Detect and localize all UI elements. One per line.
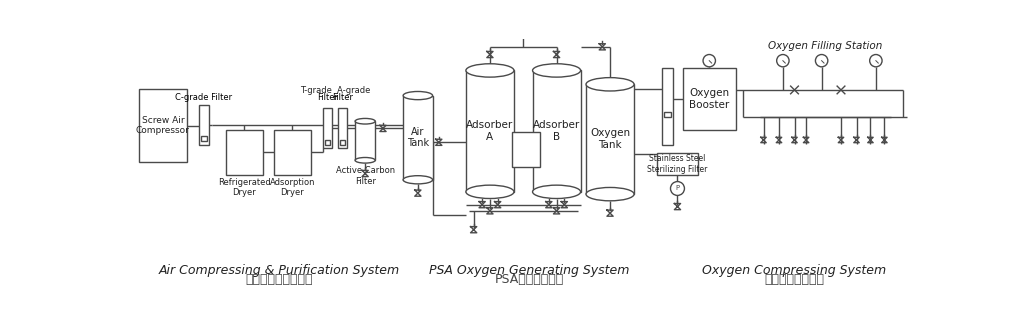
Text: Filter: Filter [332, 93, 353, 102]
Text: C-grade Filter: C-grade Filter [175, 93, 232, 102]
Ellipse shape [586, 187, 634, 201]
Bar [355, 121, 375, 160]
Text: Oxygen Compressing System: Oxygen Compressing System [702, 264, 887, 277]
Bar [225, 130, 263, 175]
Text: Oxygen Filling Station: Oxygen Filling Station [768, 41, 883, 52]
Bar [324, 109, 332, 148]
Bar [512, 131, 540, 167]
Bar [340, 140, 345, 145]
Text: Stainless Steel
Sterilizing Filter: Stainless Steel Sterilizing Filter [647, 154, 708, 173]
Text: Refrigerated
Dryer: Refrigerated Dryer [218, 178, 270, 197]
Text: Screw Air
Compressor: Screw Air Compressor [136, 116, 189, 135]
Text: PSA Oxygen Generating System: PSA Oxygen Generating System [429, 264, 630, 277]
Ellipse shape [355, 118, 375, 124]
Bar [139, 89, 187, 162]
Bar [338, 109, 346, 148]
Bar [683, 68, 735, 130]
Text: PSA吸附制氧系统: PSA吸附制氧系统 [495, 273, 564, 286]
Circle shape [703, 54, 716, 67]
Bar [586, 84, 634, 194]
Bar [202, 136, 207, 141]
Text: T-grade  A-grade: T-grade A-grade [300, 85, 370, 95]
Bar [532, 70, 581, 192]
Ellipse shape [532, 64, 581, 77]
Circle shape [869, 54, 882, 67]
Text: Air
Tank: Air Tank [407, 127, 429, 148]
Circle shape [671, 182, 684, 195]
Bar [200, 105, 209, 145]
Text: Filter: Filter [317, 93, 338, 102]
Ellipse shape [532, 185, 581, 199]
Text: 氧气增压灌装系统: 氧气增压灌装系统 [765, 273, 824, 286]
Bar [662, 68, 673, 145]
Ellipse shape [466, 185, 514, 199]
Text: Adsorber
B: Adsorber B [532, 120, 581, 142]
Circle shape [776, 54, 790, 67]
Bar [665, 112, 671, 117]
Ellipse shape [403, 92, 432, 100]
Ellipse shape [355, 157, 375, 163]
Text: Oxygen
Tank: Oxygen Tank [590, 128, 630, 150]
Bar [657, 153, 697, 175]
Text: Oxygen
Booster: Oxygen Booster [689, 88, 729, 110]
Bar [273, 130, 311, 175]
Text: P: P [676, 185, 680, 191]
Text: Adsorption
Dryer: Adsorption Dryer [269, 178, 315, 197]
Text: Adsorber
A: Adsorber A [466, 120, 514, 142]
Ellipse shape [403, 176, 432, 184]
Text: Air Compressing & Purification System: Air Compressing & Purification System [159, 264, 399, 277]
Text: 空气压缩和净化系统: 空气压缩和净化系统 [246, 273, 313, 286]
Ellipse shape [586, 78, 634, 91]
Text: Active Carbon
Filter: Active Carbon Filter [336, 166, 394, 185]
Bar [325, 140, 331, 145]
Circle shape [815, 54, 827, 67]
Ellipse shape [466, 64, 514, 77]
Bar [466, 70, 514, 192]
Bar [403, 96, 432, 180]
